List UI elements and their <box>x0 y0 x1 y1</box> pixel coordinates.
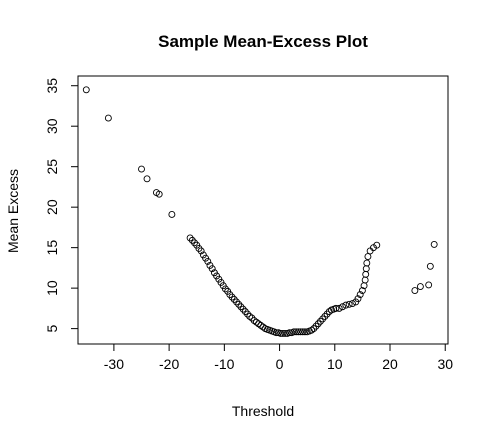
data-point <box>168 211 176 218</box>
data-point <box>230 296 238 303</box>
data-point <box>186 234 194 242</box>
data-point <box>204 257 212 265</box>
data-point <box>373 241 381 249</box>
y-tick-label: 25 <box>44 159 60 175</box>
data-point <box>286 329 293 337</box>
data-point <box>257 321 265 329</box>
y-tick-label: 35 <box>44 78 60 94</box>
data-point <box>363 259 371 267</box>
y-axis-label: Mean Excess <box>5 169 21 253</box>
y-tick-label: 20 <box>44 199 60 215</box>
data-point <box>155 190 163 198</box>
data-point <box>277 330 285 337</box>
data-point <box>314 320 322 328</box>
data-point <box>426 262 434 270</box>
data-point <box>208 265 216 273</box>
data-point <box>356 291 364 299</box>
x-tick-label: -20 <box>159 356 179 372</box>
data-point <box>248 314 256 322</box>
data-point <box>197 247 205 255</box>
data-point <box>252 318 260 326</box>
y-axis: 5 10 15 20 25 30 35 <box>44 78 79 333</box>
data-point <box>299 328 307 336</box>
data-point <box>425 281 433 289</box>
data-point <box>310 325 318 333</box>
data-point <box>246 313 254 320</box>
data-point <box>362 265 370 273</box>
data-point <box>354 295 362 303</box>
chart-title: Sample Mean-Excess Plot <box>158 32 368 51</box>
data-point <box>366 247 374 255</box>
data-point <box>226 291 234 299</box>
x-tick-label: 30 <box>437 356 453 372</box>
data-point <box>362 270 370 278</box>
data-point <box>143 175 151 183</box>
data-point <box>272 329 280 337</box>
plot-frame <box>77 75 449 345</box>
data-point <box>228 293 236 301</box>
data-point <box>244 310 251 318</box>
data-point <box>255 320 263 328</box>
data-point <box>241 308 249 316</box>
data-point <box>250 317 258 324</box>
data-point <box>321 313 329 320</box>
data-point <box>290 328 298 336</box>
data-point <box>361 276 369 284</box>
data-point <box>312 322 320 330</box>
y-tick-label: 5 <box>44 325 60 333</box>
data-point <box>349 300 356 307</box>
data-point <box>138 165 145 173</box>
x-tick-label: 10 <box>327 356 343 372</box>
data-point <box>301 328 309 336</box>
data-point <box>221 285 229 293</box>
data-point <box>345 300 353 308</box>
data-point <box>281 330 289 337</box>
data-point <box>294 328 302 336</box>
data-point <box>323 310 331 318</box>
data-point <box>235 300 243 308</box>
data-point <box>335 304 343 312</box>
data-point <box>191 239 198 247</box>
data-point <box>82 86 90 94</box>
data-point <box>308 326 316 334</box>
y-tick-label: 30 <box>44 118 60 134</box>
data-point <box>297 328 305 336</box>
x-tick-label: -10 <box>214 356 234 372</box>
data-point <box>237 303 245 311</box>
y-tick-label: 10 <box>44 280 60 296</box>
data-point <box>292 328 300 336</box>
data-point <box>239 305 247 313</box>
data-point <box>411 287 419 295</box>
data-point <box>319 315 327 323</box>
data-point <box>279 330 287 337</box>
data-point <box>430 240 438 248</box>
data-point <box>332 304 340 312</box>
data-point <box>339 303 346 311</box>
x-tick-label: 0 <box>276 356 284 372</box>
data-point <box>233 298 240 306</box>
data-point <box>364 253 372 261</box>
y-tick-label: 15 <box>44 240 60 256</box>
data-point <box>188 236 196 244</box>
data-point <box>358 287 366 295</box>
data-points <box>82 86 438 337</box>
data-point <box>342 301 350 309</box>
x-tick-label: -30 <box>104 356 124 372</box>
data-point <box>195 245 203 252</box>
x-tick-label: 20 <box>382 356 398 372</box>
x-axis-label: Threshold <box>232 403 294 419</box>
data-point <box>104 114 112 122</box>
x-axis: -30 -20 -10 0 10 20 30 <box>104 343 453 372</box>
data-point <box>316 317 324 325</box>
data-point <box>416 283 424 290</box>
